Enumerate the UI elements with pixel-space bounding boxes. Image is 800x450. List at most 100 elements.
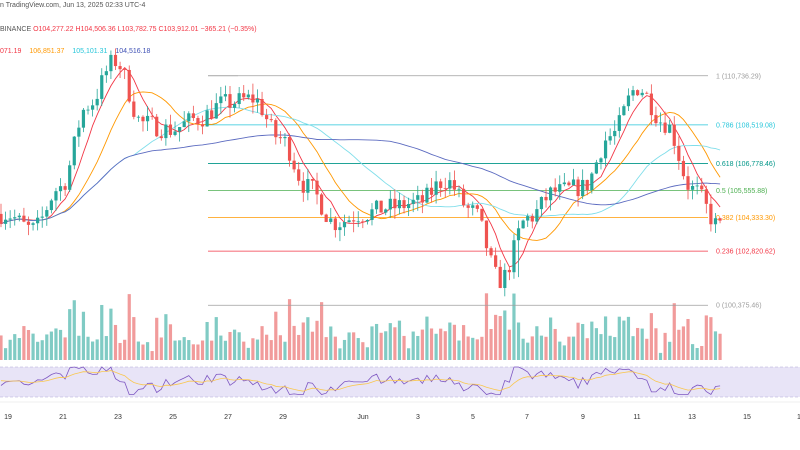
volume-bar-62 bbox=[283, 341, 287, 360]
volume-bar-135 bbox=[617, 316, 621, 360]
x-tick-label-1: 21 bbox=[59, 414, 67, 421]
volume-bar-1 bbox=[3, 348, 8, 360]
volume-bar-10 bbox=[45, 334, 49, 360]
candle-body-119 bbox=[544, 196, 548, 201]
volume-bar-88 bbox=[402, 335, 406, 360]
volume-bar-100 bbox=[457, 340, 461, 360]
candle-body-132 bbox=[603, 140, 608, 159]
candle-body-120 bbox=[549, 187, 553, 201]
x-tick-label-10: 9 bbox=[581, 414, 585, 421]
candle-body-33 bbox=[150, 115, 154, 117]
candle-body-72 bbox=[329, 218, 333, 222]
candle-body-142 bbox=[649, 93, 653, 116]
volume-bar-106 bbox=[484, 293, 489, 360]
volume-bar-127 bbox=[581, 323, 585, 360]
candle-body-138 bbox=[631, 90, 635, 96]
candle-body-146 bbox=[668, 124, 672, 133]
volume-bar-129 bbox=[590, 321, 594, 360]
volume-bar-90 bbox=[411, 331, 415, 360]
candle-body-26 bbox=[118, 66, 122, 70]
volume-bar-19 bbox=[86, 336, 90, 360]
volume-bar-65 bbox=[297, 334, 301, 360]
candle-body-53 bbox=[242, 93, 246, 98]
candle-body-25 bbox=[113, 54, 118, 67]
volume-bar-144 bbox=[658, 352, 663, 360]
volume-bar-98 bbox=[448, 322, 452, 360]
volume-bar-95 bbox=[434, 333, 438, 360]
candle-body-139 bbox=[636, 90, 640, 96]
candle-body-49 bbox=[223, 94, 228, 97]
candle-body-38 bbox=[173, 131, 177, 135]
candle-body-27 bbox=[123, 69, 127, 70]
x-tick-label-2: 23 bbox=[114, 414, 122, 421]
candle-body-52 bbox=[237, 93, 241, 105]
volume-bar-138 bbox=[631, 336, 635, 360]
volume-bar-116 bbox=[530, 336, 534, 360]
candle-body-82 bbox=[374, 200, 379, 210]
x-tick-label-7: 3 bbox=[416, 414, 420, 421]
candle-body-156 bbox=[713, 218, 718, 225]
volume-bar-64 bbox=[292, 325, 296, 360]
ohlc-change: −365.21 (−0.35%) bbox=[200, 26, 257, 33]
candle-body-99 bbox=[452, 180, 457, 190]
candle-body-124 bbox=[567, 182, 571, 186]
volume-bar-150 bbox=[686, 318, 690, 360]
candle-body-13 bbox=[58, 186, 63, 192]
candle-body-97 bbox=[443, 187, 447, 189]
candle-body-71 bbox=[324, 214, 328, 222]
volume-bar-55 bbox=[251, 338, 255, 360]
candle-body-92 bbox=[420, 195, 424, 203]
volume-bar-140 bbox=[640, 328, 644, 360]
candle-body-115 bbox=[526, 216, 530, 221]
candle-body-81 bbox=[370, 209, 374, 220]
candle-body-75 bbox=[342, 222, 347, 228]
volume-bar-31 bbox=[141, 344, 145, 360]
volume-bar-52 bbox=[237, 332, 241, 360]
moving-average-line-4 bbox=[0, 134, 721, 225]
candle-body-94 bbox=[429, 187, 434, 195]
volume-bar-80 bbox=[365, 347, 369, 360]
candle-body-46 bbox=[210, 110, 214, 119]
candle-body-88 bbox=[402, 200, 406, 209]
candle-body-12 bbox=[54, 191, 58, 201]
x-tick-label-3: 25 bbox=[169, 414, 177, 421]
volume-bar-21 bbox=[95, 339, 99, 360]
volume-bar-142 bbox=[649, 313, 653, 360]
candle-body-113 bbox=[516, 228, 521, 241]
candle-body-2 bbox=[8, 218, 12, 220]
fibonacci-retracement: 1 (110,736.29) 0.786 (108,519.08) 0.618 (1… bbox=[208, 73, 775, 310]
candle-body-102 bbox=[466, 205, 470, 208]
x-tick-label-4: 27 bbox=[224, 414, 232, 421]
volume-bar-69 bbox=[315, 320, 319, 360]
candle-body-114 bbox=[521, 220, 525, 229]
candle-body-135 bbox=[617, 115, 621, 131]
candle-body-11 bbox=[49, 200, 53, 211]
candle-body-116 bbox=[530, 216, 534, 222]
candle-body-36 bbox=[164, 124, 168, 139]
volume-bar-4 bbox=[17, 338, 21, 360]
candle-body-18 bbox=[81, 109, 86, 128]
candle-body-7 bbox=[31, 223, 35, 225]
volume-bar-125 bbox=[571, 336, 576, 360]
fib-label-3: 0.5 (105,555.88) bbox=[716, 188, 767, 195]
volume-bars bbox=[0, 293, 722, 360]
volume-bar-29 bbox=[132, 317, 136, 360]
x-tick-label-0: 19 bbox=[4, 414, 12, 421]
fib-label-6: 0 (100,375.46) bbox=[716, 303, 762, 310]
candle-body-108 bbox=[494, 255, 498, 267]
candle-body-23 bbox=[104, 71, 108, 76]
volume-bar-61 bbox=[278, 335, 282, 360]
volume-bar-78 bbox=[356, 338, 360, 360]
candle-body-61 bbox=[278, 137, 282, 139]
volume-bar-16 bbox=[72, 300, 76, 360]
x-tick-label-13: 15 bbox=[743, 414, 751, 421]
candle-body-101 bbox=[461, 188, 466, 206]
volume-bar-63 bbox=[287, 299, 292, 360]
volume-bar-94 bbox=[429, 328, 434, 360]
candle-body-39 bbox=[178, 127, 182, 132]
volume-bar-119 bbox=[544, 336, 548, 360]
volume-bar-54 bbox=[246, 347, 250, 360]
candle-body-129 bbox=[590, 173, 594, 190]
candle-body-111 bbox=[507, 269, 511, 273]
